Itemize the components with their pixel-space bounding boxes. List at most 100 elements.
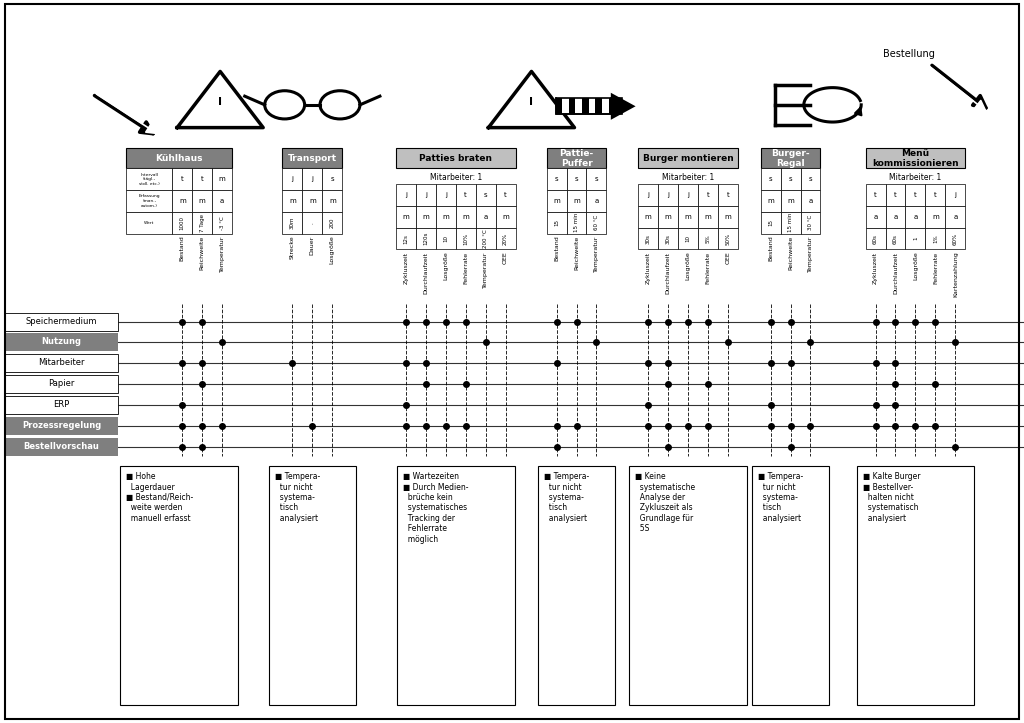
Text: t: t [707,192,710,198]
Text: 60s: 60s [893,234,898,244]
Bar [5,333,118,351]
Text: j: j [687,192,689,198]
Bar [589,98,595,114]
Text: 7 Tage: 7 Tage [200,214,205,231]
Text: 5%: 5% [706,234,711,243]
Text: Patties braten: Patties braten [419,154,493,163]
Bar [945,184,966,206]
Bar [638,206,658,228]
Text: a: a [594,198,599,204]
Bar [5,395,118,414]
Text: Burger-
Regal: Burger- Regal [771,149,810,168]
Bar [638,228,658,249]
Bar [945,206,966,228]
Bar [761,212,780,234]
Text: Losgröße: Losgröße [913,252,918,281]
Bar [566,212,587,234]
Bar [496,206,515,228]
Bar [172,212,193,234]
Bar [555,98,622,114]
Text: Reichweite: Reichweite [200,236,205,270]
Bar [926,206,945,228]
Text: m: m [289,198,296,204]
Bar [905,228,926,249]
Text: 15 min: 15 min [788,213,793,232]
Text: j: j [292,176,293,182]
Text: Fehlerrate: Fehlerrate [706,252,711,283]
Text: s: s [574,176,579,182]
Bar [638,148,738,168]
Text: m: m [645,214,651,220]
Bar [752,466,829,705]
Bar [905,184,926,206]
Bar [761,168,780,190]
Bar [172,190,193,212]
Text: ■ Keine
  systematische
  Analyse der
  Zykluszeit als
  Grundlage für
  5S: ■ Keine systematische Analyse der Zyklus… [635,472,695,533]
Bar [865,228,886,249]
Bar [718,184,738,206]
Text: t: t [181,176,183,182]
Bar [905,206,926,228]
Text: 60 °C: 60 °C [594,215,599,231]
Bar [323,190,342,212]
Text: -3 °C: -3 °C [220,215,224,230]
Text: 30 °C: 30 °C [808,215,813,231]
Bar [212,168,232,190]
Bar [456,184,475,206]
Text: ■ Kalte Burger
■ Bestellver-
  halten nicht
  systematisch
  analysiert: ■ Kalte Burger ■ Bestellver- halten nich… [862,472,921,523]
Bar [283,168,302,190]
Bar [780,168,801,190]
Text: m: m [725,214,731,220]
Bar [416,184,436,206]
Text: Kartenzahlung: Kartenzahlung [953,252,957,297]
Text: 15 min: 15 min [574,213,579,232]
Text: 50%: 50% [726,233,730,244]
Bar [323,212,342,234]
Text: ■ Wartezeiten
■ Durch Medien-
  brüche kein
  systematisches
  Tracking der
  Fe: ■ Wartezeiten ■ Durch Medien- brüche kei… [403,472,468,544]
Bar [780,212,801,234]
Text: 200: 200 [330,218,335,228]
Bar [126,148,232,168]
Bar [698,206,718,228]
Text: Temperatur: Temperatur [808,236,813,272]
Bar [193,190,212,212]
Text: m: m [422,214,429,220]
Text: j: j [647,192,649,198]
Bar [5,375,118,393]
Text: m: m [573,198,580,204]
Text: 10: 10 [686,235,690,242]
Bar [698,184,718,206]
Text: Temperatur: Temperatur [220,236,224,272]
Bar [865,184,886,206]
Bar [547,168,566,190]
Bar [126,190,172,212]
Bar [801,212,820,234]
Text: m: m [309,198,315,204]
Text: a: a [913,214,918,220]
Bar [566,190,587,212]
Bar [678,206,698,228]
Text: Transport: Transport [288,154,337,163]
Bar [678,228,698,249]
Text: t: t [934,192,937,198]
Text: s: s [483,192,487,198]
Text: Durchlaufzeit: Durchlaufzeit [666,252,671,294]
Bar [212,212,232,234]
Text: t: t [914,192,916,198]
Text: Strecke: Strecke [290,236,295,260]
Text: Reichweite: Reichweite [788,236,793,270]
Bar [416,206,436,228]
Text: OEE: OEE [726,252,730,265]
Bar [302,190,323,212]
Text: t: t [464,192,467,198]
Bar [547,148,606,168]
Text: m: m [665,214,672,220]
Text: Temperatur: Temperatur [483,252,488,288]
Text: Mitarbeiter: 1: Mitarbeiter: 1 [429,174,482,182]
Text: 1: 1 [913,237,918,240]
Text: s: s [555,176,558,182]
Bar [575,98,582,114]
Text: Fehlerrate: Fehlerrate [463,252,468,283]
Text: m: m [219,176,225,182]
Polygon shape [610,93,636,120]
